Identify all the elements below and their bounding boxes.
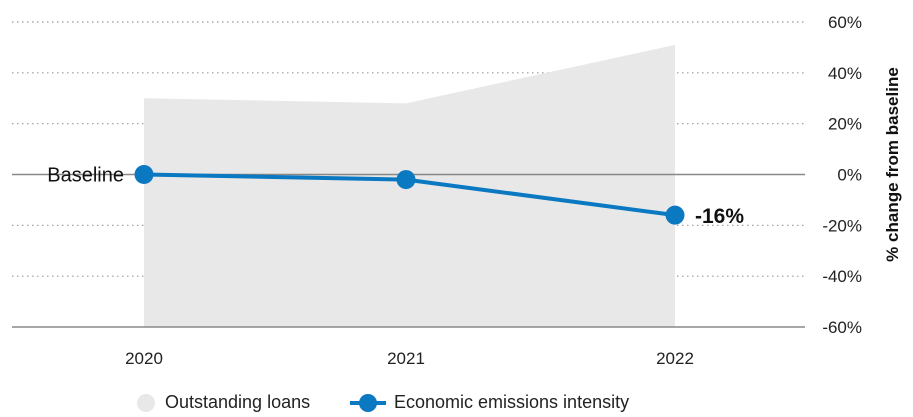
y-tick-label--60: -60% bbox=[822, 318, 862, 337]
x-tick-labels: 2020 2021 2022 bbox=[125, 349, 694, 368]
legend-line-dot bbox=[359, 393, 377, 412]
legend-label-economic-emissions-intensity: Economic emissions intensity bbox=[394, 392, 630, 412]
x-tick-label-2022: 2022 bbox=[656, 349, 694, 368]
legend-label-outstanding-loans: Outstanding loans bbox=[165, 392, 311, 412]
y-tick-label--20: -20% bbox=[822, 216, 862, 235]
legend-item-economic-emissions-intensity: Economic emissions intensity bbox=[350, 392, 629, 413]
end-value-annotation: -16% bbox=[695, 205, 744, 228]
point-2021 bbox=[396, 170, 416, 190]
y-tick-label--40: -40% bbox=[822, 267, 862, 286]
y-axis-label: % change from baseline bbox=[883, 67, 902, 262]
legend: Outstanding loans Economic emissions int… bbox=[0, 392, 913, 417]
legend-item-outstanding-loans: Outstanding loans bbox=[137, 392, 310, 413]
y-tick-label-40: 40% bbox=[828, 64, 862, 83]
y-tick-labels: 60% 40% 20% 0% -20% -40% -60% bbox=[822, 13, 862, 337]
baseline-annotation: Baseline bbox=[47, 165, 124, 187]
point-2020 bbox=[134, 165, 154, 184]
chart: 60% 40% 20% 0% -20% -40% -60% 2020 2021 2022 Bas… bbox=[12, 13, 902, 368]
x-tick-label-2020: 2020 bbox=[125, 349, 163, 368]
x-tick-label-2021: 2021 bbox=[387, 349, 425, 368]
line-points bbox=[134, 165, 685, 225]
point-2022 bbox=[665, 205, 685, 225]
y-tick-label-60: 60% bbox=[828, 13, 862, 32]
y-tick-label-20: 20% bbox=[828, 115, 862, 134]
legend-area-swatch-icon bbox=[137, 393, 155, 412]
legend-line-swatch-icon bbox=[350, 393, 386, 412]
y-tick-label-0: 0% bbox=[837, 166, 862, 185]
